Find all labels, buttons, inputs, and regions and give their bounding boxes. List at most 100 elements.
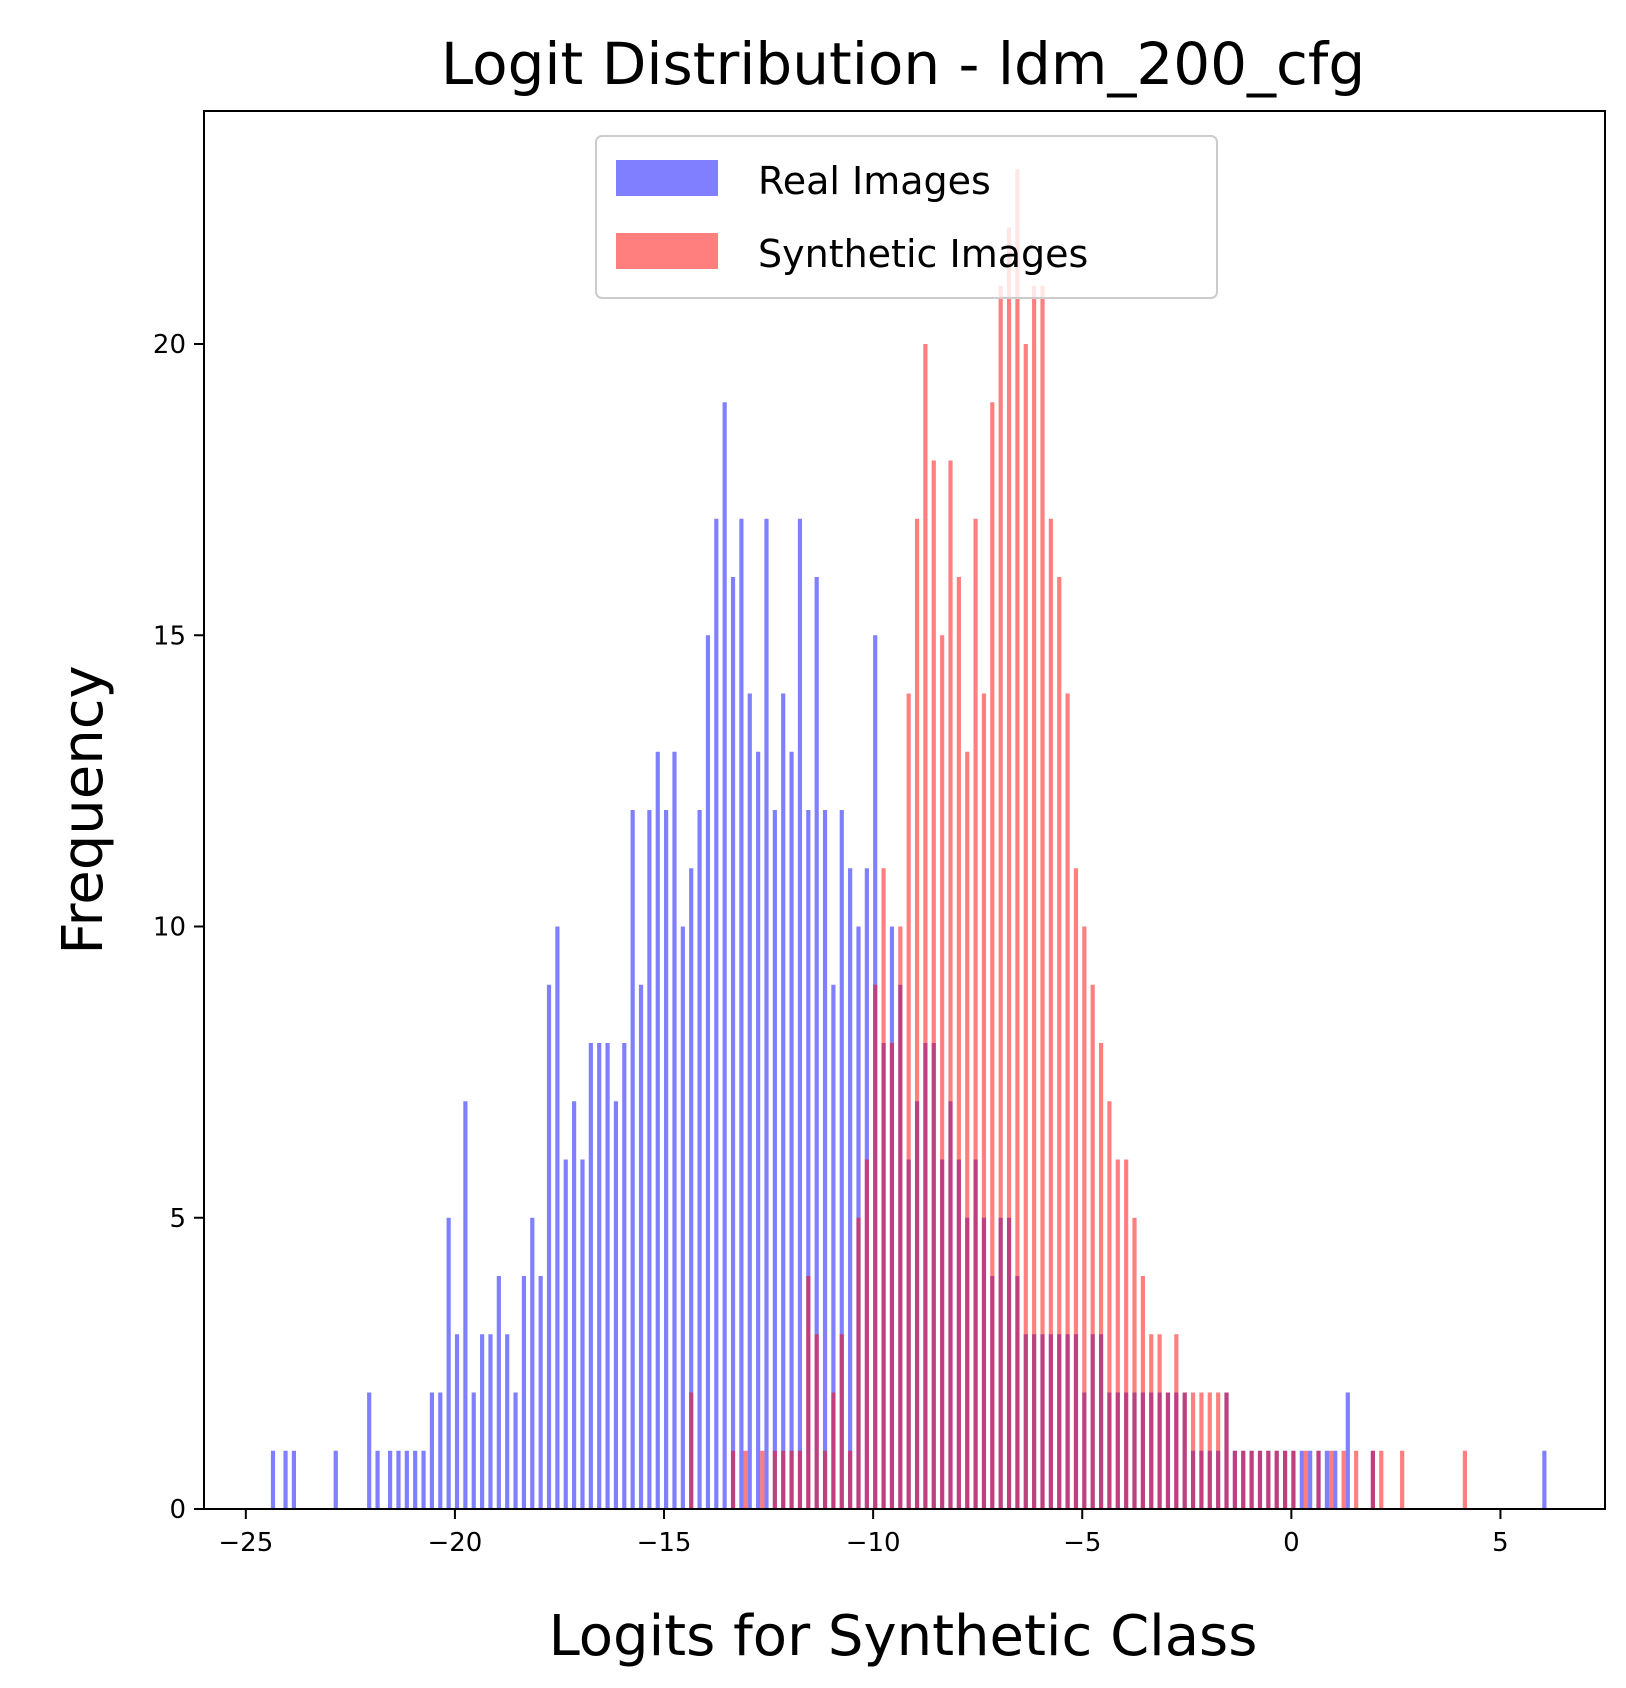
- chart-title: Logit Distribution - ldm_200_cfg: [441, 30, 1365, 98]
- real-bar: [613, 1101, 619, 1509]
- real-bar: [496, 1276, 501, 1509]
- synthetic-bar: [923, 344, 928, 1509]
- synthetic-bar: [1023, 344, 1028, 1509]
- synthetic-bar: [1199, 1392, 1204, 1509]
- synthetic-bar: [998, 285, 1003, 1509]
- real-bar: [730, 577, 736, 1509]
- real-bar: [404, 1450, 409, 1509]
- real-bar: [597, 1043, 602, 1509]
- real-bar: [1299, 1450, 1304, 1509]
- synthetic-bar: [965, 751, 970, 1509]
- real-bar: [270, 1450, 276, 1509]
- real-bar: [471, 1392, 476, 1509]
- real-bar: [664, 810, 669, 1509]
- synthetic-bar: [1400, 1450, 1405, 1509]
- synthetic-bar: [1082, 926, 1087, 1509]
- real-bar: [513, 1392, 518, 1509]
- y-tick-label: 15: [153, 621, 186, 651]
- synthetic-bar: [864, 1159, 869, 1509]
- synthetic-bar: [1107, 1101, 1112, 1509]
- x-tick-label: −5: [1063, 1528, 1101, 1558]
- real-bar: [772, 810, 777, 1509]
- legend-box: [595, 135, 1218, 299]
- real-bar: [375, 1450, 380, 1509]
- x-axis-label: Logits for Synthetic Class: [549, 1604, 1258, 1669]
- legend-swatch-synthetic: [616, 233, 718, 269]
- real-bar: [438, 1392, 443, 1509]
- real-bar: [839, 810, 844, 1509]
- synthetic-bar: [1149, 1334, 1154, 1509]
- synthetic-bar: [1065, 693, 1070, 1509]
- real-bar: [680, 926, 685, 1509]
- synthetic-bar: [856, 1217, 861, 1509]
- synthetic-bar: [772, 1450, 777, 1509]
- synthetic-bar: [1379, 1450, 1384, 1509]
- x-tick-label: 0: [1283, 1528, 1300, 1558]
- synthetic-bar: [1291, 1450, 1296, 1509]
- synthetic-bar: [1048, 518, 1053, 1509]
- synthetic-bar: [1274, 1450, 1279, 1509]
- synthetic-bar: [1224, 1392, 1229, 1509]
- synthetic-bar: [1140, 1276, 1145, 1509]
- legend-label-synthetic: Synthetic Images: [758, 232, 1088, 276]
- x-tick-label: −25: [218, 1528, 273, 1558]
- real-bar: [1542, 1450, 1547, 1509]
- synthetic-bar: [1241, 1450, 1246, 1509]
- synthetic-bar: [873, 984, 878, 1509]
- real-bar: [806, 810, 811, 1509]
- real-bar: [689, 868, 694, 1509]
- real-bar: [538, 1276, 543, 1509]
- synthetic-bar: [948, 460, 953, 1509]
- synthetic-bar: [1257, 1450, 1263, 1509]
- real-bar: [446, 1217, 451, 1509]
- synthetic-bar: [1316, 1450, 1321, 1509]
- x-tick-label: −15: [637, 1528, 692, 1558]
- real-bar: [605, 1043, 610, 1509]
- real-bar: [333, 1450, 338, 1509]
- plot-area-frame: [203, 110, 1606, 1510]
- real-bar: [421, 1450, 426, 1509]
- synthetic-bar: [797, 1450, 803, 1509]
- real-bar: [655, 751, 660, 1509]
- synthetic-bar: [1182, 1392, 1187, 1509]
- synthetic-bar: [743, 1450, 748, 1509]
- synthetic-bar: [789, 1450, 794, 1509]
- synthetic-bar: [848, 1450, 853, 1509]
- synthetic-bar: [1098, 1043, 1104, 1509]
- synthetic-bar: [1032, 285, 1037, 1509]
- synthetic-bar: [881, 868, 886, 1509]
- real-bar: [756, 751, 761, 1509]
- real-bar: [505, 1334, 510, 1509]
- synthetic-bar: [956, 577, 961, 1509]
- synthetic-bar: [689, 1392, 694, 1509]
- real-bar: [747, 693, 752, 1509]
- y-tick-label: 5: [169, 1204, 186, 1234]
- x-tick-label: −20: [427, 1528, 482, 1558]
- synthetic-bar: [1266, 1450, 1271, 1509]
- real-bar: [705, 635, 711, 1509]
- synthetic-bar: [1370, 1450, 1375, 1509]
- synthetic-bar: [760, 1450, 765, 1509]
- synthetic-bar: [1124, 1159, 1129, 1509]
- real-bar: [722, 402, 727, 1509]
- real-bar: [831, 984, 836, 1509]
- synthetic-bar: [806, 1276, 811, 1509]
- real-bar: [622, 1043, 627, 1509]
- y-tick-label: 20: [153, 330, 186, 360]
- synthetic-bar: [973, 518, 978, 1509]
- synthetic-bar: [1090, 984, 1095, 1509]
- real-bar: [647, 810, 652, 1509]
- legend: Real Images Synthetic Images: [595, 135, 1218, 299]
- synthetic-bar: [1207, 1392, 1212, 1509]
- y-axis-label: Frequency: [51, 665, 116, 954]
- real-bar: [1333, 1450, 1338, 1509]
- synthetic-bar: [898, 926, 903, 1509]
- synthetic-bar: [1462, 1450, 1467, 1509]
- synthetic-bar: [1165, 1392, 1171, 1509]
- synthetic-bar: [1303, 1450, 1309, 1509]
- synthetic-bar: [889, 1043, 895, 1509]
- synthetic-bar: [1328, 1450, 1334, 1509]
- real-bar: [789, 751, 794, 1509]
- real-bar: [463, 1101, 468, 1509]
